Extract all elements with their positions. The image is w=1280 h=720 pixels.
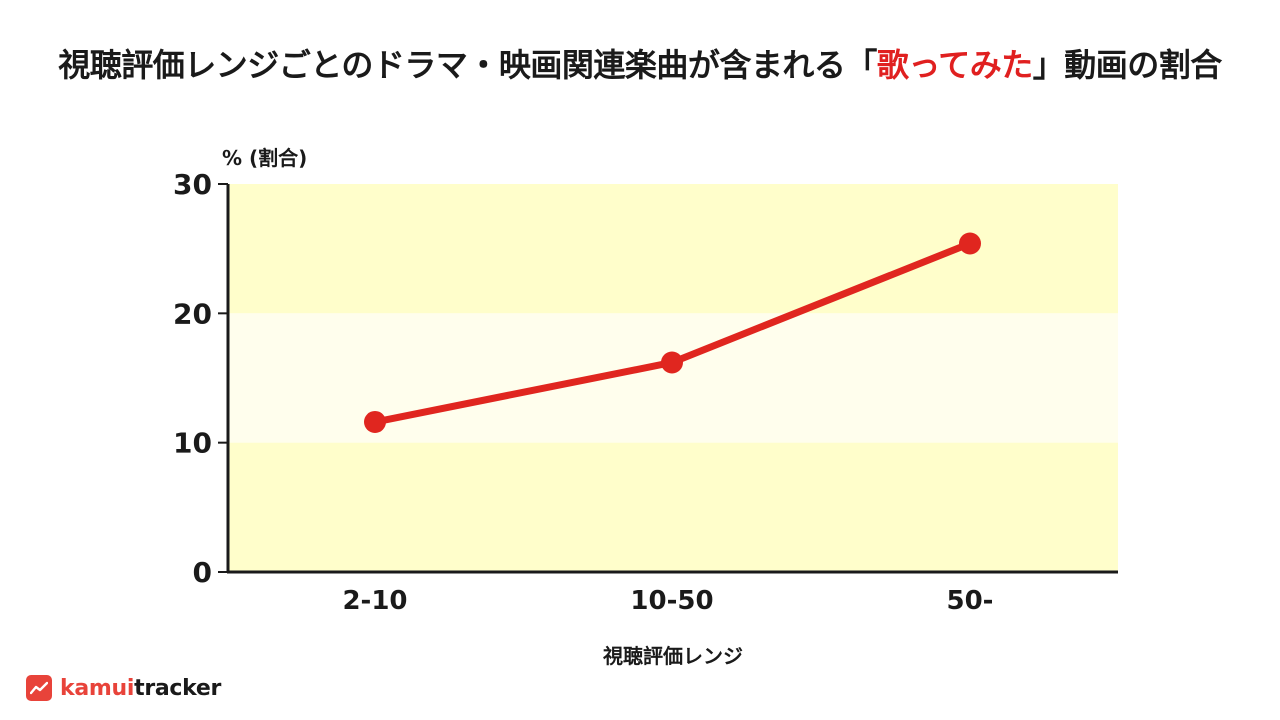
band-2 (228, 442, 1118, 572)
title-text-highlight: 歌ってみた (876, 46, 1033, 84)
y-tick-label: 30 (173, 168, 212, 201)
x-tick-label: 10-50 (630, 586, 713, 616)
axes (226, 184, 1118, 574)
trend-chart-icon (26, 675, 52, 701)
x-tick-label: 2-10 (342, 586, 407, 616)
y-tick-label: 0 (193, 556, 212, 589)
band-0 (228, 184, 1118, 314)
title-text-before: 視聴評価レンジごとのドラマ・映画関連楽曲が含まれる「 (58, 46, 877, 84)
y-tick-labels: 0 10 20 30 (173, 168, 228, 589)
data-point (364, 410, 386, 433)
x-tick-labels: 2-10 10-50 50- (342, 586, 993, 616)
y-tick-label: 10 (173, 427, 212, 460)
logo-wordmark: kamuitracker (60, 676, 221, 701)
y-axis-label: % (割合) (222, 146, 307, 170)
chart-title: 視聴評価レンジごとのドラマ・映画関連楽曲が含まれる「歌ってみた」動画の割合 (0, 40, 1280, 86)
band-1 (228, 313, 1118, 443)
x-axis-label: 視聴評価レンジ (602, 644, 743, 668)
logo-suffix: tracker (134, 675, 222, 701)
x-tick-label: 50- (947, 586, 994, 616)
background-bands (228, 184, 1118, 572)
title-text-after: 」動画の割合 (1032, 46, 1223, 84)
data-point (959, 232, 981, 255)
data-point (661, 351, 683, 374)
kamuitracker-logo: kamuitracker (26, 674, 221, 702)
y-tick-label: 20 (173, 297, 212, 330)
data-series (364, 232, 981, 433)
logo-prefix: kamui (60, 675, 135, 701)
